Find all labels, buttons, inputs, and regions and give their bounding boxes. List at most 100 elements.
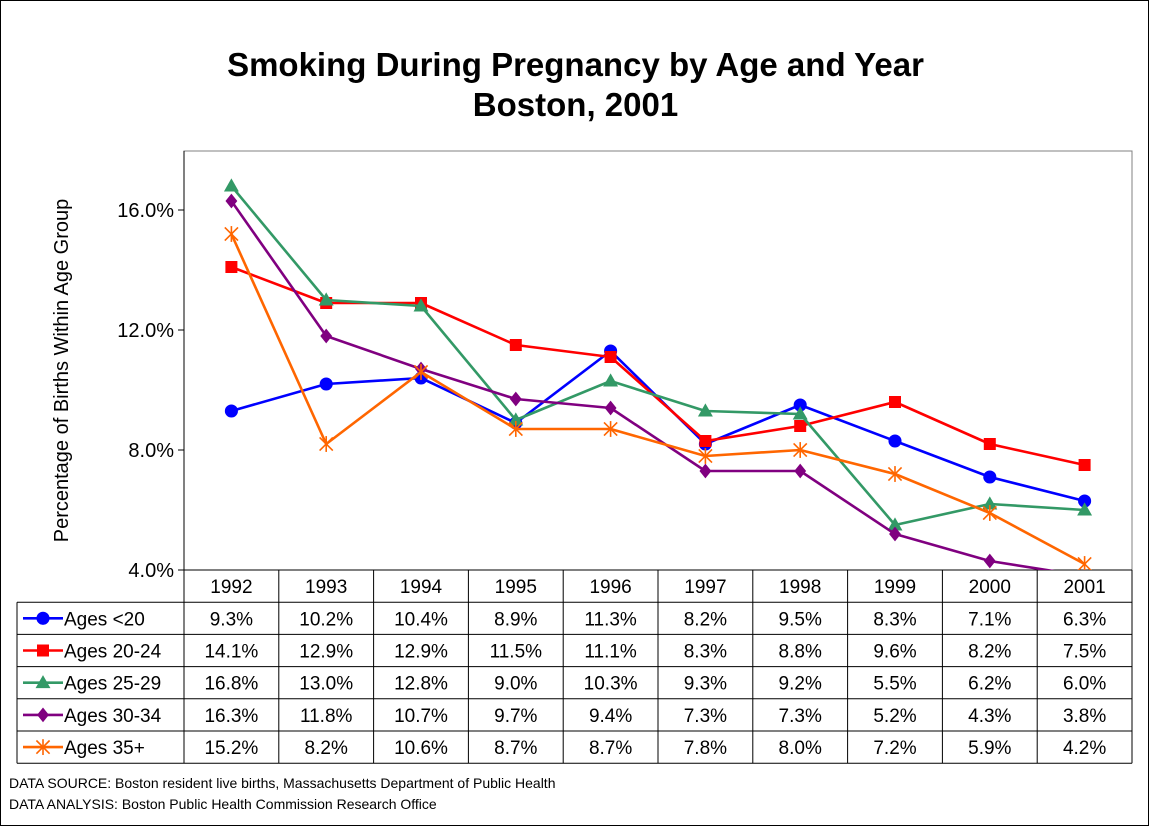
y-tick-label: 8.0% [128,440,174,462]
legend-entry: Ages 25-29 [23,674,161,695]
chart-title-line2: Boston, 2001 [472,86,679,123]
data-point-marker [319,377,333,391]
data-point-marker [793,442,808,458]
data-point-marker [224,226,239,242]
table-value-cell: 16.3% [204,706,258,727]
legend-label: Ages 30-34 [64,706,162,727]
series-3 [223,178,1093,531]
table-value-cell: 10.3% [584,674,638,695]
legend-entry: Ages 30-34 [23,706,162,727]
data-point-marker [509,391,522,407]
table-value-cell: 9.0% [494,674,537,695]
table-value-cell: 6.0% [1063,674,1106,695]
table-value-cell: 10.7% [394,706,448,727]
table-value-cell: 8.7% [589,738,632,759]
data-point-marker [983,553,996,569]
x-category-label: 1997 [684,577,726,598]
table-value-cell: 5.5% [873,674,916,695]
data-point-marker [982,505,997,521]
table-value-cell: 16.8% [204,674,258,695]
table-value-cell: 5.2% [873,706,916,727]
x-category-label: 2001 [1063,577,1105,598]
data-point-marker [36,611,50,625]
data-point-marker [318,292,334,306]
legend-entry: Ages 35+ [23,738,145,759]
data-point-marker [37,644,49,657]
table-value-cell: 7.5% [1063,642,1106,663]
table-value-cell: 11.1% [584,642,637,663]
table-value-cell: 11.8% [300,706,353,727]
x-category-label: 1999 [874,577,916,598]
table-value-cell: 9.5% [779,609,822,630]
legend-label: Ages 25-29 [64,674,161,695]
table-value-cell: 10.6% [394,738,448,759]
x-category-label: 1998 [779,577,821,598]
table-value-cell: 9.7% [494,706,537,727]
table-value-cell: 9.2% [779,674,822,695]
chart-title: Smoking During Pregnancy by Age and Year… [1,45,1149,125]
data-point-marker [225,261,238,273]
table-value-cell: 10.4% [394,609,448,630]
table-value-cell: 7.1% [968,609,1011,630]
data-point-marker [413,364,429,380]
x-category-label: 1992 [210,577,252,598]
data-point-marker [889,526,901,542]
x-category-label: 1993 [305,577,347,598]
series-line [230,233,1086,566]
table-value-cell: 7.3% [779,706,822,727]
plot-area-border [183,150,1133,571]
table-value-cell: 9.4% [589,706,632,727]
table-value-cell: 6.2% [968,674,1011,695]
table-value-cell: 10.2% [299,609,353,630]
table-value-cell: 15.2% [204,738,258,759]
data-point-marker [35,675,51,689]
data-point-marker [224,404,238,418]
data-point-marker [889,396,901,408]
table-value-cell: 7.8% [684,738,727,759]
data-point-marker [983,470,997,484]
y-tick-label: 16.0% [117,200,174,222]
table-value-cell: 12.9% [394,642,448,663]
data-point-marker [983,438,996,450]
legend-label: Ages 20-24 [64,642,162,663]
data-point-marker [697,403,713,417]
data-point-marker [1077,556,1092,570]
data-table: 1992 1993 1994 1995 1996 1997 1998 1999 2000 2001… [16,569,1133,764]
data-point-marker [1077,502,1093,516]
data-analysis-note: DATA ANALYSIS: Boston Public Health Comm… [9,796,437,812]
data-point-marker [792,406,808,420]
data-point-marker [794,420,807,432]
data-point-marker [1078,459,1091,471]
table-value-cell: 4.2% [1063,738,1106,759]
x-category-label: 1995 [495,577,537,598]
x-category-label: 1994 [400,577,443,598]
series-line [230,200,1055,570]
data-point-marker [223,178,239,192]
data-point-marker [509,339,522,351]
table-value-cell: 8.3% [873,609,916,630]
table-value-cell: 13.0% [299,674,353,695]
table-value-cell: 8.2% [305,738,348,759]
x-category-label: 1996 [589,577,631,598]
data-point-marker [225,193,238,209]
y-tick-label: 12.0% [117,320,174,342]
table-value-cell: 11.3% [584,609,637,630]
series-4 [225,193,1086,570]
y-tick-label: 4.0% [128,560,174,582]
data-point-marker [699,463,712,479]
data-point-marker [413,298,429,312]
data-point-marker [887,466,903,482]
axis-layer: 4.0% 8.0% 12.0% 16.0% Percentage of Births W… [51,151,185,582]
table-value-cell: 9.3% [684,674,727,695]
table-value-cell: 9.6% [873,642,916,663]
table-value-cell: 9.3% [210,609,253,630]
series-line [230,185,1085,527]
table-value-cell: 8.9% [494,609,537,630]
data-point-marker [508,421,523,437]
table-value-cell: 7.3% [684,706,727,727]
data-point-marker [37,707,49,723]
table-value-cell: 12.8% [394,674,448,695]
table-value-cell: 12.9% [299,642,353,663]
